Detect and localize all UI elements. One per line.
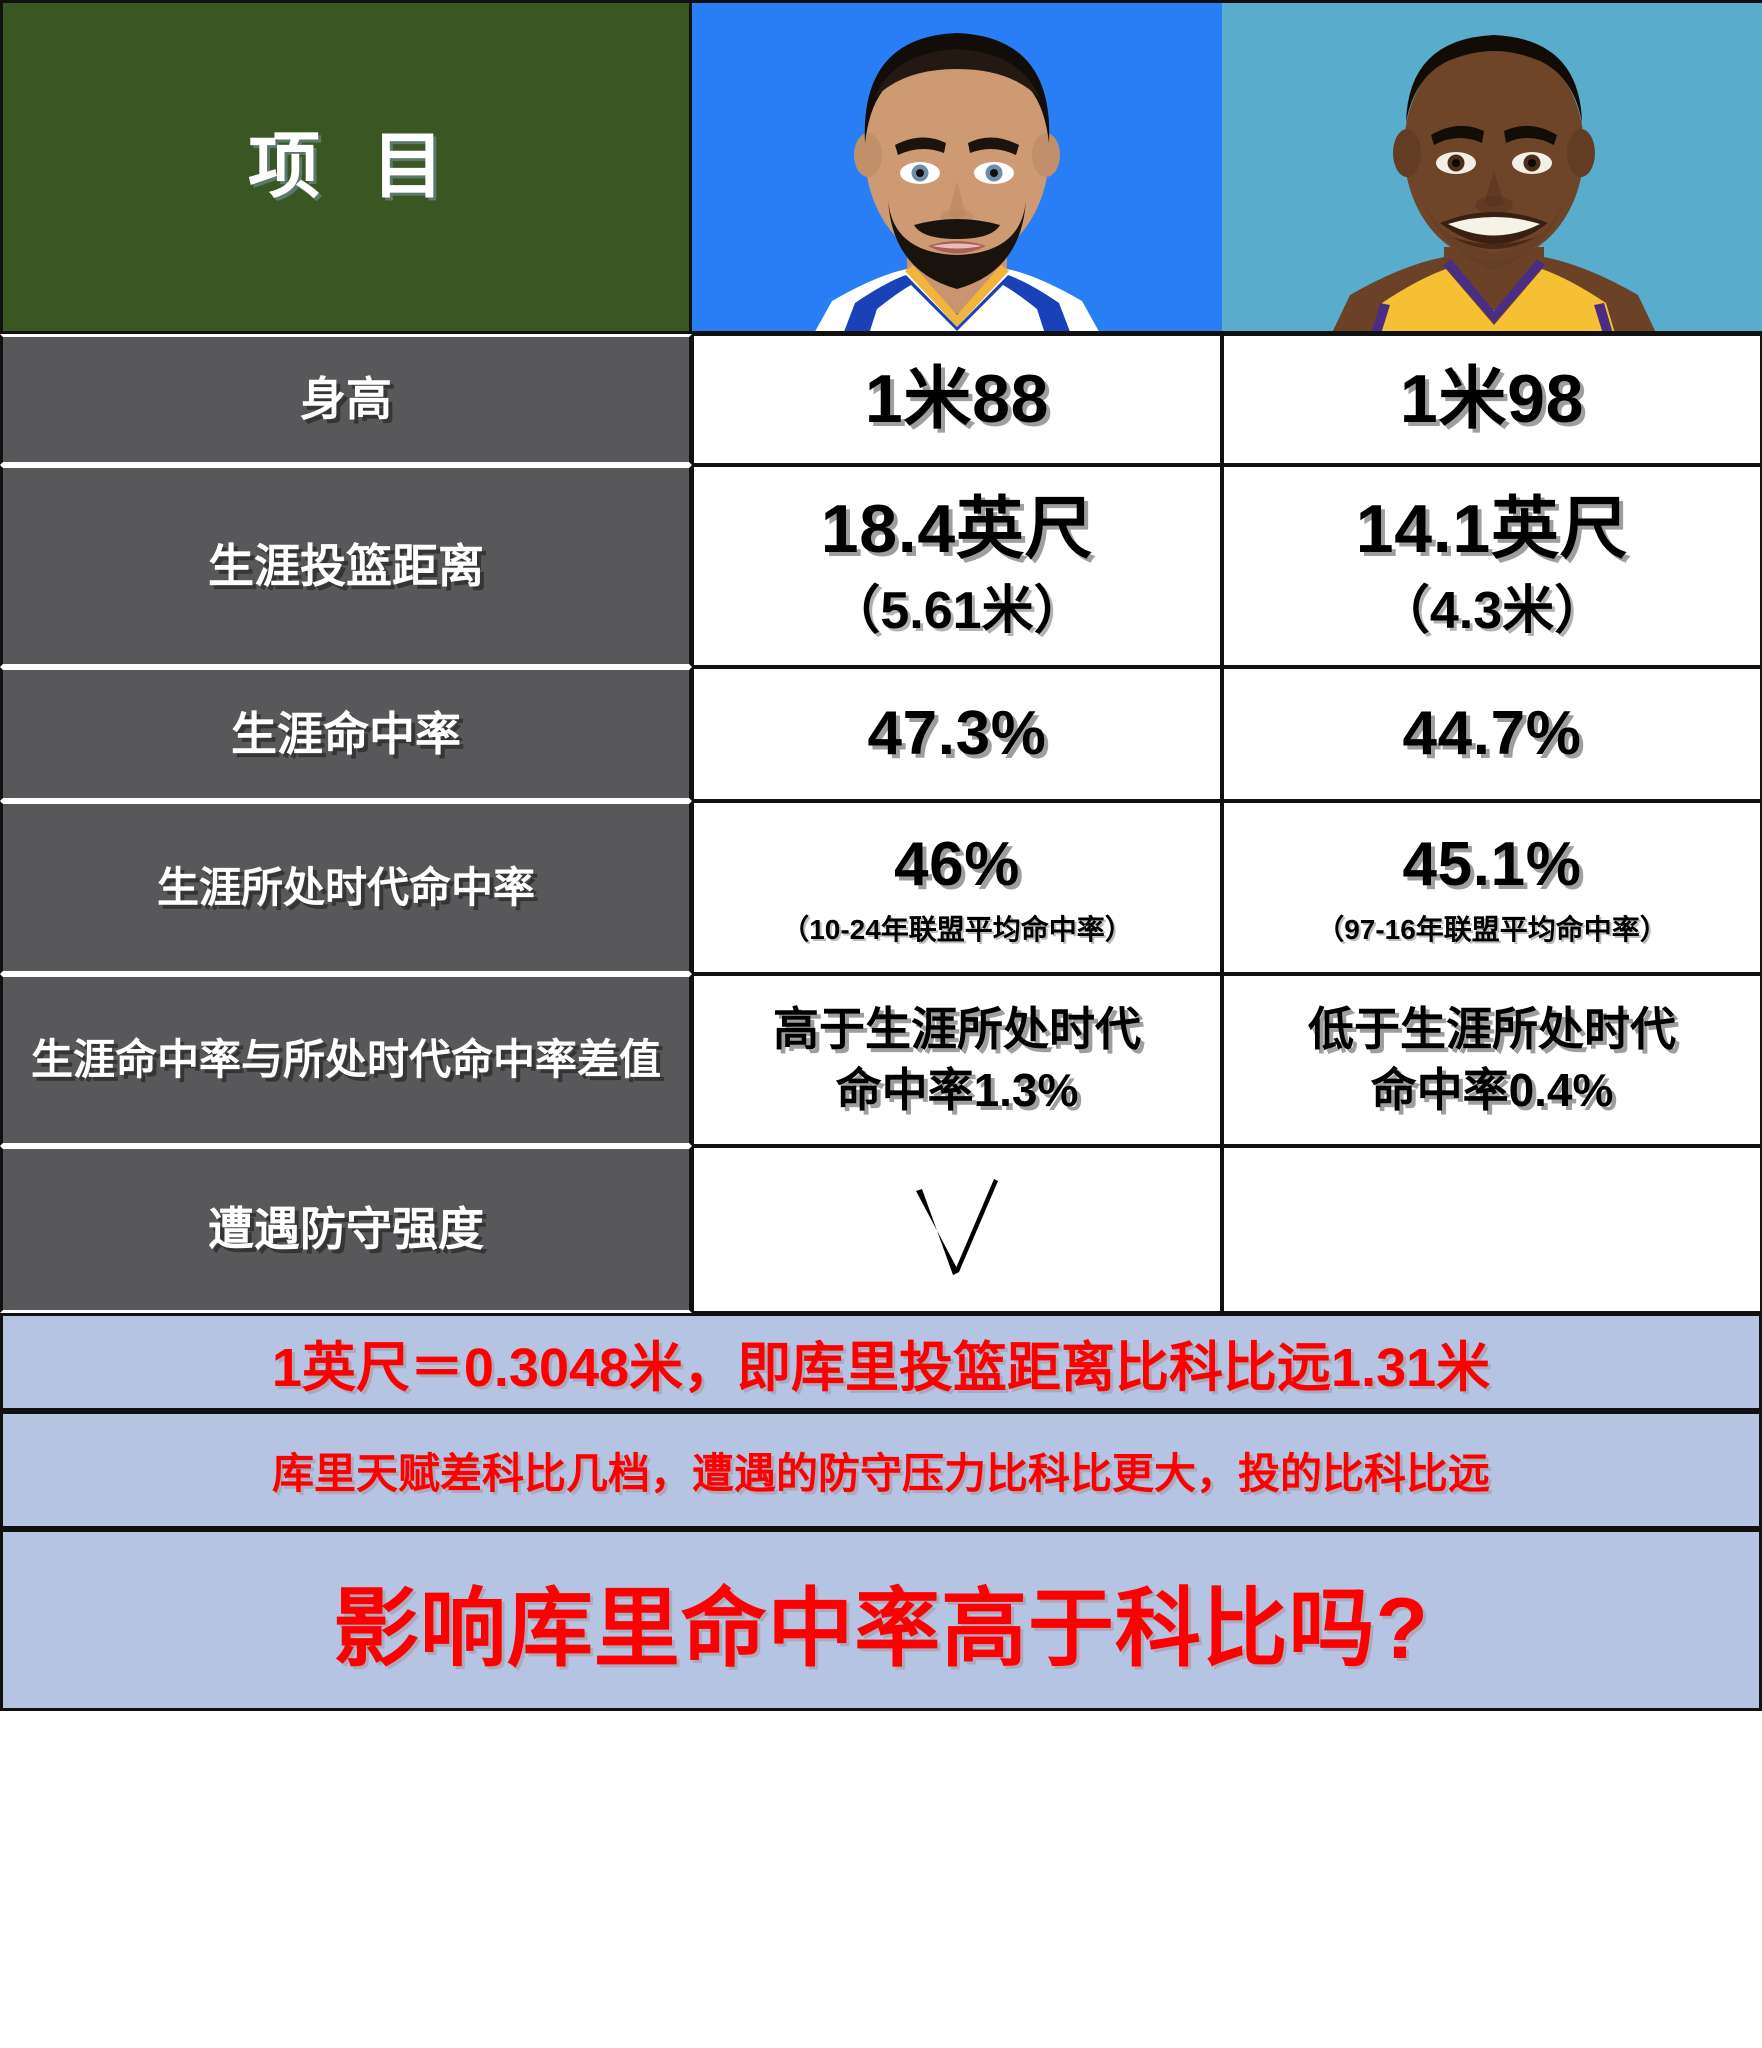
table-header-row: 项 目 (0, 0, 1762, 334)
value-main: 47.3% (867, 699, 1047, 769)
cell-curry (692, 1146, 1222, 1313)
banner-conversion-note: 1英尺＝0.3048米，即库里投篮距离比科比远1.31米 (0, 1313, 1762, 1411)
curry-portrait-svg (692, 3, 1222, 331)
row-label: 生涯投篮距离 (0, 465, 692, 667)
table-row: 遭遇防守强度 (0, 1146, 1762, 1313)
header-title-cell: 项 目 (0, 0, 692, 334)
table-row: 生涯投篮距离 18.4英尺 （5.61米） 14.1英尺 （4.3米） (0, 465, 1762, 667)
value-line1: 高于生涯所处时代 (773, 1003, 1141, 1056)
check-mark-icon (902, 1175, 1012, 1285)
player-photo-curry (692, 0, 1222, 334)
cell-curry: 1米88 (692, 334, 1222, 465)
table-row: 身高 1米88 1米98 (0, 334, 1762, 465)
value-sub: （5.61米） (828, 582, 1086, 641)
cell-kobe: 44.7% (1222, 667, 1762, 801)
value-line2: 命中率0.4% (1370, 1064, 1614, 1116)
row-label: 生涯命中率与所处时代命中率差值 (0, 974, 692, 1146)
value-main: 45.1% (1402, 829, 1582, 899)
cell-curry: 18.4英尺 （5.61米） (692, 465, 1222, 667)
cell-kobe: 14.1英尺 （4.3米） (1222, 465, 1762, 667)
value-main: 44.7% (1402, 699, 1582, 769)
page-title: 项 目 (248, 127, 460, 207)
value-line1: 低于生涯所处时代 (1308, 1003, 1676, 1056)
cell-kobe: 1米98 (1222, 334, 1762, 465)
player-photo-kobe (1222, 0, 1762, 334)
curry-portrait-art (692, 3, 1222, 331)
table-row: 生涯所处时代命中率 46% （10-24年联盟平均命中率） 45.1% （97-… (0, 801, 1762, 974)
cell-curry: 高于生涯所处时代 命中率1.3% (692, 974, 1222, 1146)
value-sub: （4.3米） (1377, 582, 1607, 641)
table-row: 生涯命中率与所处时代命中率差值 高于生涯所处时代 命中率1.3% 低于生涯所处时… (0, 974, 1762, 1146)
kobe-portrait-svg (1222, 3, 1762, 331)
cell-curry: 46% （10-24年联盟平均命中率） (692, 801, 1222, 974)
value-line2: 命中率1.3% (835, 1064, 1079, 1116)
cell-kobe (1222, 1146, 1762, 1313)
kobe-portrait-art (1222, 3, 1762, 331)
row-label: 身高 (0, 334, 692, 465)
value-main: 46% (894, 829, 1020, 899)
table-row: 生涯命中率 47.3% 44.7% (0, 667, 1762, 801)
banner-summary-note: 库里天赋差科比几档，遭遇的防守压力比科比更大，投的比科比远 (0, 1411, 1762, 1529)
cell-curry: 47.3% (692, 667, 1222, 801)
value-main: 1米98 (1399, 361, 1585, 438)
banner-question: 影响库里命中率高于科比吗? (0, 1529, 1762, 1711)
row-label: 生涯命中率 (0, 667, 692, 801)
value-main: 18.4英尺 (820, 491, 1094, 567)
value-main: 14.1英尺 (1355, 491, 1629, 567)
value-note: （10-24年联盟平均命中率） (781, 914, 1133, 946)
cell-kobe: 45.1% （97-16年联盟平均命中率） (1222, 801, 1762, 974)
cell-kobe: 低于生涯所处时代 命中率0.4% (1222, 974, 1762, 1146)
value-note: （97-16年联盟平均命中率） (1316, 914, 1668, 946)
row-label: 生涯所处时代命中率 (0, 801, 692, 974)
value-main: 1米88 (864, 361, 1050, 438)
row-label: 遭遇防守强度 (0, 1146, 692, 1313)
